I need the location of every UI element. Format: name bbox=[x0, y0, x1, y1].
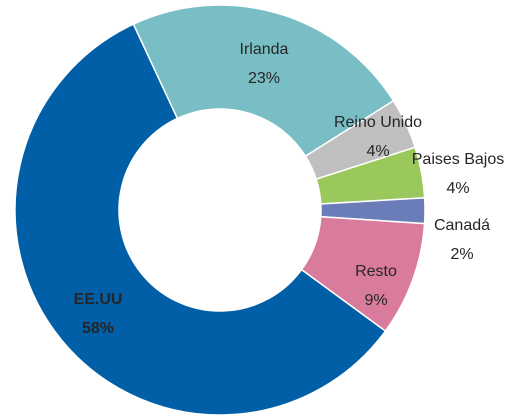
category-label: Reino Unido bbox=[334, 114, 422, 131]
donut-slice bbox=[132, 4, 395, 158]
category-label: Paises Bajos bbox=[412, 151, 505, 168]
value-label: 4% bbox=[366, 143, 389, 160]
donut-slice bbox=[14, 23, 387, 416]
category-label: EE.UU bbox=[74, 291, 123, 308]
value-label: 9% bbox=[364, 292, 387, 309]
value-label: 23% bbox=[248, 70, 280, 87]
value-label: 2% bbox=[450, 246, 473, 263]
value-label: 58% bbox=[82, 320, 114, 337]
value-label: 4% bbox=[446, 180, 469, 197]
category-label: Resto bbox=[355, 263, 397, 280]
category-label: Irlanda bbox=[240, 41, 289, 58]
category-label: Canadá bbox=[434, 217, 490, 234]
